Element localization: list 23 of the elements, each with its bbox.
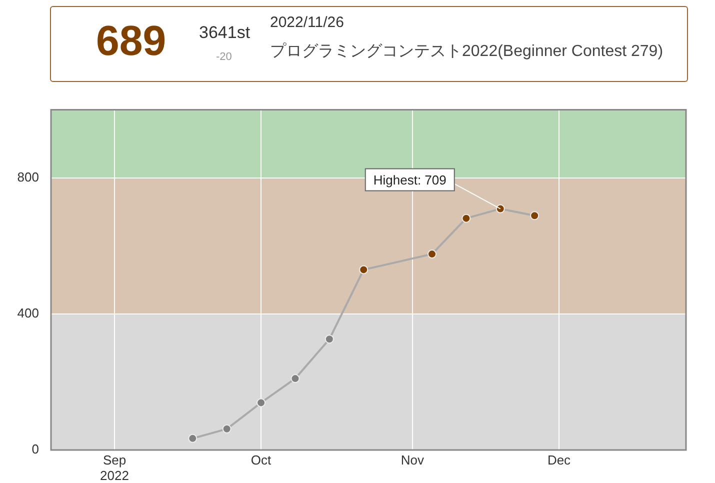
point — [530, 211, 540, 220]
x-tick-label: Sep 2022 — [100, 452, 129, 483]
text: 3641st — [199, 23, 250, 43]
point — [256, 398, 266, 408]
y-tick-label: 400 — [17, 306, 39, 320]
text: 689 — [96, 17, 166, 65]
annotation: Highest: 709 — [373, 172, 446, 188]
text: プログラミングコンテスト2022(Beginner Contest 279) — [270, 42, 664, 62]
x-tick-label: Dec — [547, 452, 572, 468]
point — [496, 204, 505, 214]
point — [428, 250, 436, 259]
text: 2022/11/26 — [270, 14, 344, 31]
point — [462, 214, 471, 223]
point — [222, 424, 232, 434]
y-tick-label: 800 — [17, 169, 39, 184]
y-tick-label: 0 — [32, 442, 39, 457]
point — [324, 334, 334, 344]
point — [290, 374, 300, 384]
point — [188, 434, 198, 443]
text: -20 — [216, 51, 232, 63]
point — [359, 265, 368, 274]
x-tick-label: Nov — [400, 452, 425, 468]
x-tick-label: Oct — [250, 452, 272, 468]
